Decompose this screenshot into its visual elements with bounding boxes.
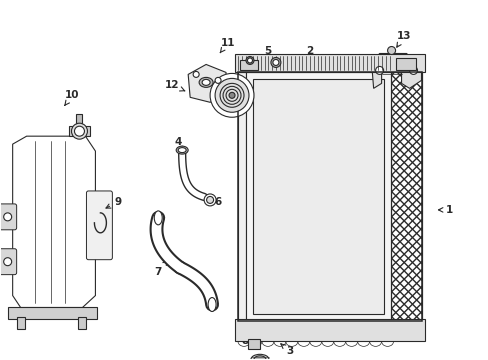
- Text: 13: 13: [396, 31, 411, 47]
- Circle shape: [4, 258, 12, 266]
- Circle shape: [193, 71, 199, 77]
- Circle shape: [71, 123, 87, 139]
- Bar: [235, 54, 425, 72]
- Bar: [240, 60, 258, 71]
- Text: 10: 10: [64, 90, 80, 105]
- Circle shape: [206, 197, 213, 203]
- Circle shape: [210, 73, 253, 117]
- Circle shape: [247, 58, 252, 63]
- Text: 9: 9: [106, 197, 122, 208]
- Text: 3: 3: [280, 344, 293, 356]
- Ellipse shape: [202, 80, 210, 85]
- FancyBboxPatch shape: [0, 249, 17, 275]
- Ellipse shape: [178, 148, 186, 153]
- Circle shape: [375, 67, 383, 75]
- Bar: [247, 339, 260, 349]
- Ellipse shape: [208, 298, 216, 311]
- Ellipse shape: [199, 77, 213, 87]
- Circle shape: [387, 46, 395, 54]
- Bar: [245, 72, 390, 321]
- Text: 2: 2: [295, 45, 313, 60]
- Circle shape: [215, 78, 248, 112]
- Text: 7: 7: [154, 261, 167, 276]
- Bar: [238, 72, 422, 321]
- Text: 6: 6: [208, 197, 221, 207]
- Ellipse shape: [250, 354, 268, 360]
- Circle shape: [272, 59, 278, 66]
- Text: 12: 12: [164, 80, 184, 91]
- Bar: [68, 126, 90, 136]
- Text: 4: 4: [174, 137, 182, 151]
- Text: 5: 5: [264, 45, 272, 62]
- Polygon shape: [13, 136, 95, 307]
- Polygon shape: [188, 64, 225, 102]
- Ellipse shape: [176, 146, 188, 154]
- Text: 1: 1: [438, 205, 452, 215]
- Ellipse shape: [154, 211, 162, 225]
- FancyBboxPatch shape: [86, 191, 112, 260]
- FancyBboxPatch shape: [0, 204, 17, 230]
- Bar: [8, 306, 97, 319]
- Bar: [252, 80, 383, 315]
- Circle shape: [4, 213, 12, 221]
- Text: 8: 8: [241, 332, 251, 346]
- Bar: [17, 318, 24, 329]
- Polygon shape: [371, 54, 421, 88]
- Circle shape: [228, 92, 235, 98]
- Bar: [78, 318, 86, 329]
- Bar: [390, 72, 422, 321]
- Bar: [390, 72, 422, 321]
- Bar: [76, 114, 82, 126]
- Bar: [395, 58, 415, 71]
- Circle shape: [270, 58, 280, 67]
- Bar: [238, 72, 245, 321]
- Ellipse shape: [253, 356, 265, 360]
- Circle shape: [245, 57, 253, 64]
- Circle shape: [408, 67, 417, 75]
- Circle shape: [74, 126, 84, 136]
- Text: 11: 11: [220, 37, 235, 53]
- Bar: [235, 319, 425, 341]
- Circle shape: [203, 194, 216, 206]
- Circle shape: [215, 77, 221, 84]
